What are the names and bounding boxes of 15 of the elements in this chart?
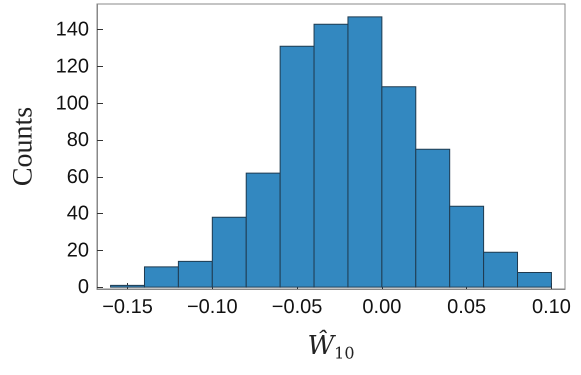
y-tick-label: 40 bbox=[66, 202, 89, 225]
y-tick-label: 120 bbox=[56, 56, 89, 78]
x-tick-label: 0.00 bbox=[362, 296, 402, 318]
y-tick-label: 100 bbox=[56, 92, 89, 114]
y-axis-title: Counts bbox=[8, 106, 38, 186]
y-tick-label: 60 bbox=[66, 166, 89, 188]
y-tick-label: 140 bbox=[56, 18, 89, 41]
x-tick-label: 0.05 bbox=[447, 296, 486, 318]
y-tick-label: 20 bbox=[66, 239, 89, 262]
y-tick-label: 80 bbox=[66, 129, 89, 152]
x-tick-label: −0.05 bbox=[272, 296, 322, 318]
x-tick-label: −0.15 bbox=[102, 296, 153, 318]
x-tick-label: 0.10 bbox=[532, 296, 571, 318]
y-tick-label: 0 bbox=[78, 276, 89, 298]
x-tick-label: −0.10 bbox=[187, 296, 238, 318]
